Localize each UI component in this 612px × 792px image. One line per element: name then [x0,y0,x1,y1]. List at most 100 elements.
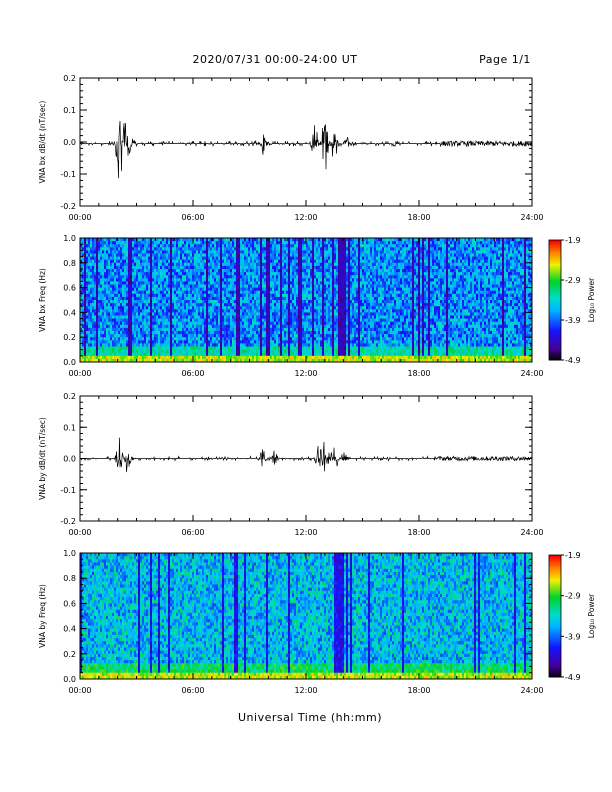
spectrogram-cell [160,349,163,354]
spectrogram-cell [228,262,231,267]
spectrogram-cell [126,269,129,273]
spectrogram-cell [230,355,233,360]
spectrogram-cell [142,262,145,267]
spectrogram-cell [184,290,187,295]
spectrogram-cell [106,352,109,357]
spectrogram-cell [148,290,151,295]
spectrogram-cell [104,358,107,363]
spectrogram-cell [250,324,253,329]
spectrogram-cell [164,327,167,332]
spectrogram-cell [220,293,223,298]
spectrogram-cell [86,269,89,273]
spectrogram-cell [210,318,213,323]
spectrogram-cell [154,290,157,295]
spectrogram-cell [140,262,143,267]
spectrogram-cell [178,278,181,282]
spectrogram-cell [194,303,197,307]
spectrogram-cell [92,259,95,264]
spectrogram-cell [256,284,259,288]
spectrogram-cell [194,278,197,282]
spectrogram-cell [174,293,177,298]
spectrogram-cell [168,331,171,335]
spectrogram-cell [222,244,225,248]
spectrogram-cell [134,331,137,335]
spectrogram-cell [194,321,197,326]
spectrogram-cell [84,324,87,329]
spectrogram-cell [206,272,209,276]
spectrogram-cell [236,343,239,347]
spectrogram-cell [158,296,161,301]
spectrogram-cell [266,306,269,310]
spectrogram-cell [88,272,91,276]
spectrogram-cell [192,321,195,326]
spectrogram-cell [108,318,111,323]
spectrogram-cell [242,259,245,264]
spectrogram-cell [258,262,261,267]
spectrogram-cell [142,349,145,354]
spectrogram-cell [80,318,83,323]
spectrogram-cell [114,358,117,363]
spectrogram-cell [132,284,135,288]
spectrogram-cell [90,309,93,313]
spectrogram-cell [260,303,263,307]
spectrogram-cell [260,287,263,292]
spectrogram-cell [96,293,99,298]
spectrogram-cell [192,349,195,354]
spectrogram-cell [266,247,269,251]
spectrogram-cell [248,331,251,335]
spectrogram-cell [168,300,171,304]
spectrogram-cell [108,272,111,276]
spectrogram-cell [204,241,207,245]
spectrogram-cell [100,287,103,292]
spectrogram-cell [262,327,265,332]
spectrogram-cell [252,349,255,354]
spectrogram-cell [166,303,169,307]
spectrogram-cell [234,284,237,288]
spectrogram-cell [222,281,225,285]
spectrogram-cell [186,340,189,344]
spectrogram-cell [260,346,263,350]
spectrogram-cell [248,253,251,257]
spectrogram-cell [242,284,245,288]
spectrogram-cell [102,290,105,295]
spectrogram-cell [210,262,213,267]
spectrogram-cell [100,259,103,264]
spectrogram-cell [164,334,167,338]
spectrogram-cell [162,334,165,338]
spectrogram-cell [162,290,165,295]
spectrogram-cell [146,358,149,363]
spectrogram-cell [152,337,155,341]
spectrogram-cell [136,343,139,347]
spectrogram-cell [128,318,131,323]
spectrogram-cell [236,324,239,329]
spectrogram-cell [142,244,145,248]
spectrogram-cell [120,349,123,354]
spectrogram-cell [136,324,139,329]
spectrogram-cell [142,275,145,279]
spectrogram-cell [192,275,195,279]
spectrogram-cell [86,334,89,338]
spectrogram-cell [186,312,189,316]
spectrogram-cell [146,352,149,357]
spectrogram-cell [240,315,243,319]
spectrogram-cell [124,300,127,304]
spectrogram-cell [82,355,85,360]
spectrogram-cell [194,272,197,276]
spectrogram-cell [230,312,233,316]
spectrogram-cell [238,293,241,298]
spectrogram-cell [130,269,133,273]
spectrogram-cell [136,312,139,316]
spectrogram-cell [124,259,127,264]
spectrogram-cell [110,281,113,285]
spectrogram-cell [190,284,193,288]
spectrogram-cell [138,281,141,285]
spectrogram-cell [188,278,191,282]
spectrogram-cell [130,321,133,326]
spectrogram-cell [134,290,137,295]
spectrogram-cell [156,278,159,282]
spectrogram-cell [258,337,261,341]
spectrogram-cell [94,331,97,335]
spectrogram-cell [252,259,255,264]
spectrogram-cell [204,352,207,357]
spectrogram-cell [254,331,257,335]
